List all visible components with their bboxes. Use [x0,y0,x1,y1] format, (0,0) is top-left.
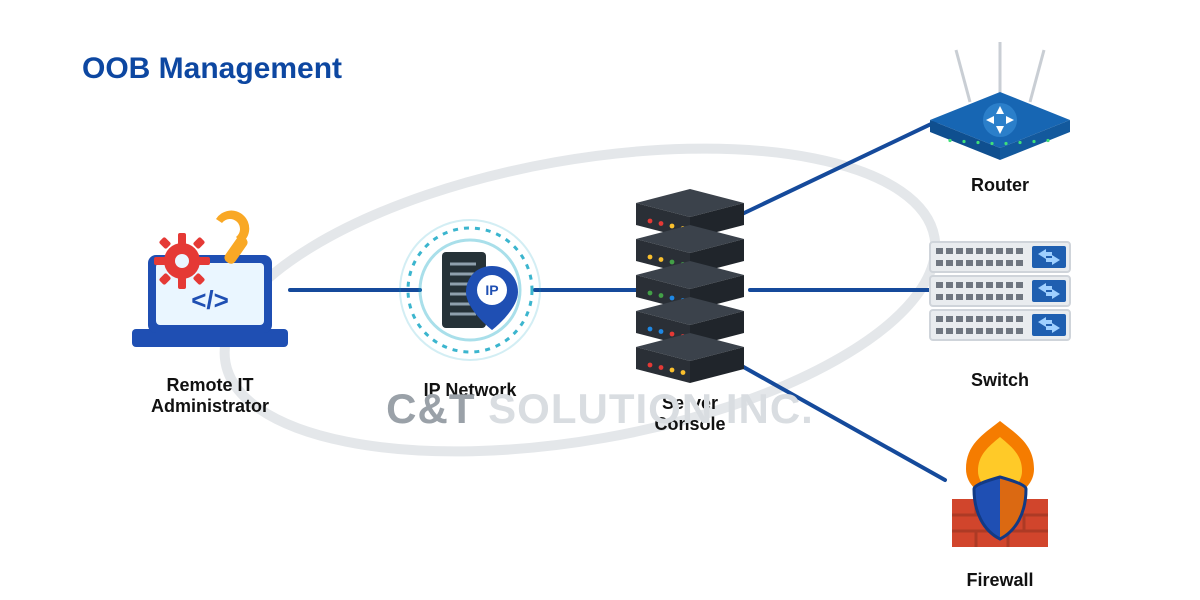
router-label: Router [900,175,1100,196]
switch-label: Switch [900,370,1100,391]
router-icon [910,35,1090,185]
firewall-label: Firewall [900,570,1100,591]
ipnetwork-icon: IP [390,210,550,370]
ipnetwork-label: IP Network [370,380,570,401]
svg-text:</>: </> [191,285,229,315]
diagram-title: OOB Management [82,52,342,86]
svg-text:IP: IP [485,282,498,298]
admin-label: Remote ITAdministrator [110,375,310,416]
diagram-canvas: OOB Management </> [0,0,1200,600]
console-icon [610,180,770,390]
firewall-icon [920,405,1080,575]
console-label: ServerConsole [590,393,790,434]
admin-icon: </> [120,195,300,365]
switch-icon [915,220,1085,360]
